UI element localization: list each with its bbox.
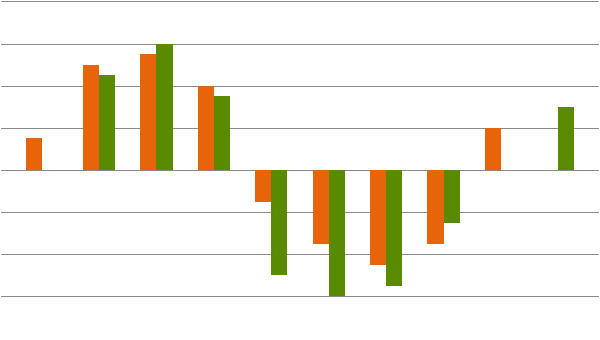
- Bar: [26, 138, 41, 170]
- Bar: [255, 170, 271, 202]
- Bar: [140, 54, 157, 170]
- Bar: [485, 128, 501, 170]
- Bar: [99, 75, 115, 170]
- Bar: [443, 170, 460, 223]
- Bar: [271, 170, 287, 275]
- Bar: [370, 170, 386, 265]
- Bar: [214, 96, 230, 170]
- Bar: [559, 107, 574, 170]
- Bar: [157, 44, 173, 170]
- Bar: [198, 86, 214, 170]
- Bar: [83, 65, 99, 170]
- Bar: [329, 170, 345, 296]
- Bar: [427, 170, 443, 244]
- Bar: [313, 170, 329, 244]
- Bar: [386, 170, 402, 286]
